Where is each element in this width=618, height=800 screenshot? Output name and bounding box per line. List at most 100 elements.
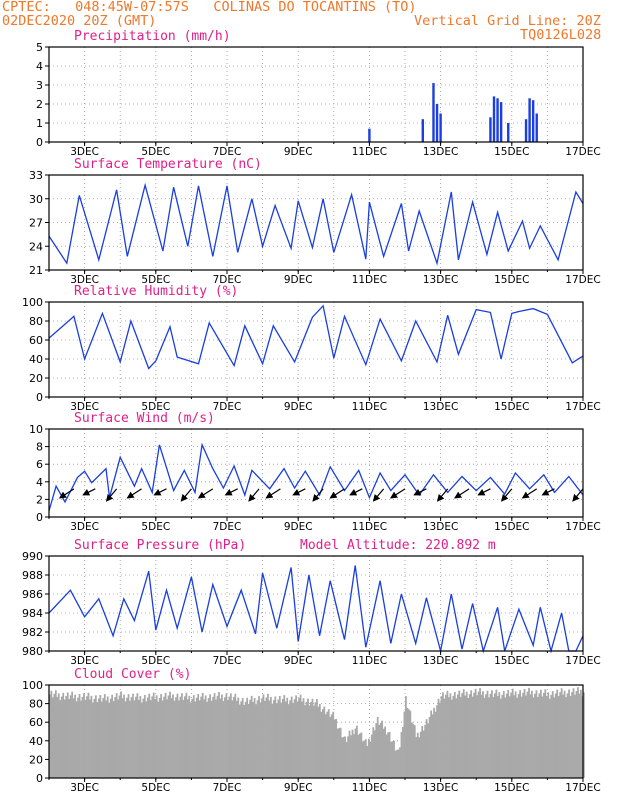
cloud-bar (344, 736, 346, 778)
cloud-bar (551, 691, 554, 778)
cloud-bar (410, 722, 413, 778)
cloud-bar (458, 690, 461, 778)
cloud-bar (267, 693, 269, 778)
cloud-bar (517, 693, 520, 778)
cloud-bar (424, 724, 427, 778)
cloud-bar (324, 714, 327, 778)
cloud-bar (453, 691, 456, 778)
x-tick-label: 11DEC (352, 782, 387, 794)
cloud-bar (572, 688, 575, 778)
cloud-bar (167, 695, 170, 778)
cloud-bar (416, 732, 419, 778)
cloud-bar (394, 750, 397, 778)
cloud-bar (361, 741, 364, 778)
cloud-bar (292, 702, 295, 778)
cloud-bar (143, 694, 146, 778)
x-tick-label: 11DEC (352, 401, 387, 413)
cloud-bar (519, 690, 521, 778)
cloud-bar (563, 690, 566, 778)
x-tick-label: 15DEC (494, 655, 529, 667)
cloud-bar (249, 699, 252, 778)
y-tick-label: 0 (36, 511, 43, 524)
cloud-bar (578, 693, 581, 778)
cloud-bar (560, 688, 563, 778)
cloud-bar (476, 695, 478, 778)
cloud-bar (201, 692, 204, 778)
cloud-bar (321, 709, 324, 778)
cloud-bar (562, 694, 565, 778)
cloud-bar (504, 697, 507, 778)
cloud-bar (318, 704, 321, 778)
x-tick-label: 11DEC (352, 521, 387, 533)
cloud-bar (407, 709, 410, 778)
y-tick-label: 0 (36, 136, 43, 149)
cloud-bar (68, 699, 71, 778)
cloud-bar (532, 697, 535, 778)
cloud-bar (51, 697, 54, 778)
cloud-bar (161, 700, 164, 778)
cloud-bar (108, 702, 111, 778)
cloud-bar (232, 697, 235, 778)
cloud-bar (542, 692, 545, 778)
cloud-bar (347, 736, 349, 778)
cloud-bar (133, 700, 136, 778)
panel-2: 21 24 27 30 33 3DEC 5DEC 7DEC 9DEC 11DEC 13DEC 15DE… (29, 157, 601, 286)
cloud-bar (385, 734, 388, 778)
wind-arrow (180, 488, 192, 502)
y-tick-label: 4 (36, 60, 43, 73)
cloud-bar (538, 693, 541, 778)
cloud-bar (80, 700, 82, 778)
panel-5: 980 982 984 986 988 990 3DEC 5DEC 7DEC 9DEC 11DEC 1… (22, 538, 601, 667)
cloud-bar (124, 701, 127, 778)
cloud-bar (301, 701, 303, 778)
cloud-bar (284, 701, 287, 778)
cloud-bar (200, 696, 203, 778)
x-tick-label: 11DEC (352, 146, 387, 158)
x-tick-label: 7DEC (213, 521, 242, 533)
cloud-bar (252, 702, 254, 778)
cloud-bar (154, 699, 157, 778)
panel-3: 0 20 40 60 80 100 3DEC 5DEC 7DEC 9DEC 11DEC 13DEC 15… (22, 284, 601, 413)
wind-arrow (312, 488, 324, 502)
panel-annotation: Model Altitude: 220.892 m (300, 538, 496, 553)
cloud-bar (529, 694, 532, 778)
y-tick-label: 60 (29, 716, 43, 729)
y-tick-label: 2 (36, 493, 43, 506)
x-tick-label: 7DEC (213, 782, 242, 794)
cloud-bar (336, 728, 339, 778)
panel-frame (48, 428, 584, 518)
cloud-bar (60, 696, 63, 778)
cloud-bar (433, 707, 435, 778)
cloud-bar (228, 696, 231, 778)
x-tick-label: 7DEC (213, 146, 242, 158)
x-tick-label: 9DEC (284, 146, 313, 158)
cloud-bar (155, 695, 158, 778)
cloud-bar (72, 698, 75, 778)
cloud-bar (127, 694, 130, 778)
cloud-bar (118, 695, 121, 778)
cloud-bar (135, 696, 137, 778)
cloud-bar (330, 714, 333, 778)
cloud-bar (62, 692, 65, 778)
cloud-bar (274, 696, 277, 778)
y-tick-label: 80 (29, 315, 43, 328)
cloud-bar (100, 701, 103, 778)
cloud-bar (97, 698, 100, 778)
cloud-bar (253, 698, 256, 778)
cloud-bar (445, 694, 447, 778)
cloud-bar (53, 693, 56, 778)
cloud-bar (566, 693, 569, 778)
x-tick-label: 15DEC (494, 782, 529, 794)
cloud-bar (421, 725, 424, 778)
cloud-bar (173, 700, 176, 778)
x-tick-label: 5DEC (141, 521, 170, 533)
cloud-bar (317, 706, 320, 778)
cloud-bar (287, 704, 290, 778)
x-tick-label: 5DEC (141, 146, 170, 158)
cloud-bar (298, 698, 300, 778)
cloud-bar (522, 692, 524, 778)
cloud-bar (246, 697, 249, 778)
cloud-bar (63, 699, 66, 778)
x-tick-label: 5DEC (141, 274, 170, 286)
cloud-bar (367, 738, 370, 778)
